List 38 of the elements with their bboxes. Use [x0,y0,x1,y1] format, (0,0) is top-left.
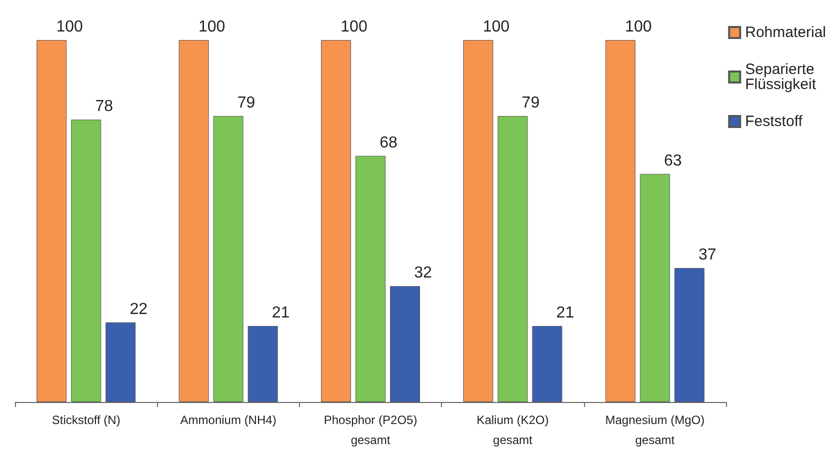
data-label: 79 [237,94,256,112]
x-tick-label: Stickstoff (N) [52,413,120,427]
bar [71,120,102,402]
data-label: 68 [380,134,398,152]
bar [463,40,494,402]
bar [674,268,704,402]
bar [106,322,136,402]
bar [498,116,528,402]
data-label: 100 [625,18,652,36]
bar [321,40,351,402]
data-label: 100 [198,18,226,36]
data-label: 79 [522,94,540,112]
bar [213,116,244,402]
data-label: 100 [340,18,368,36]
data-label: 21 [556,304,574,322]
bar [356,156,386,402]
bar [36,40,67,402]
bar [532,326,562,402]
bar [605,40,636,402]
data-label: 21 [272,304,290,322]
bar [390,286,420,402]
bar [640,174,670,402]
bar [248,326,278,402]
data-label: 63 [664,152,682,170]
x-tick-label: Ammonium (NH4) [180,413,276,427]
legend-label: Separierte Flüssigkeit [745,61,819,93]
data-label: 100 [56,18,84,36]
data-label: 100 [482,18,510,36]
data-label: 22 [130,300,148,318]
data-label: 32 [414,264,432,282]
legend-label: Feststoff [745,113,804,130]
legend-label: Rohmaterial [745,24,826,41]
x-tick-label: Phosphor (P2O5) gesamt [324,413,418,447]
bar [178,40,209,402]
x-tick-label: Magnesium (MgO) gesamt [605,413,705,447]
data-label: 37 [698,246,716,264]
data-label: 78 [95,98,114,116]
x-tick-label: Kalium (K2O) gesamt [476,413,549,447]
